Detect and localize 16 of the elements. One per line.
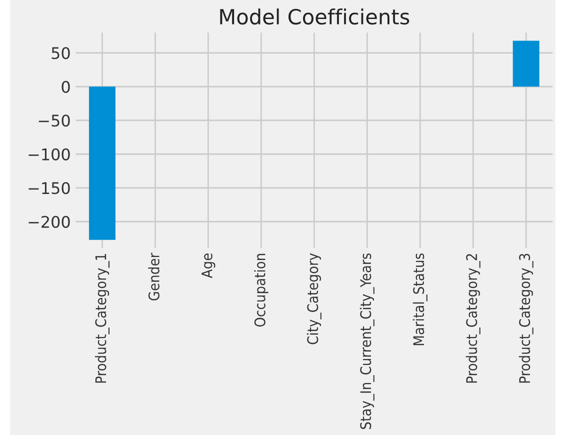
y-tick-label: −200 bbox=[28, 216, 70, 228]
x-tick-label: City_Category bbox=[306, 253, 322, 344]
y-tick-label: 50 bbox=[52, 47, 70, 60]
x-tick-label: Gender bbox=[148, 252, 160, 300]
x-tick-label: Product_Category_2 bbox=[466, 254, 480, 383]
x-tick-label: Product_Category_3 bbox=[518, 254, 534, 383]
y-tick-label: −150 bbox=[28, 182, 70, 194]
x-tick-label: Age bbox=[202, 254, 216, 278]
chart-title: Model Coefficients bbox=[220, 8, 410, 25]
y-tick-label: 0 bbox=[62, 80, 70, 93]
x-tick-label: Occupation bbox=[254, 254, 268, 327]
y-tick-label: −100 bbox=[28, 148, 70, 160]
x-tick-label: Stay_In_Current_City_Years bbox=[360, 253, 374, 429]
x-tick-label: Marital_Status bbox=[412, 253, 428, 346]
y-tick-label: −50 bbox=[38, 114, 70, 127]
x-tick-label: Product_Category_1 bbox=[94, 254, 110, 383]
